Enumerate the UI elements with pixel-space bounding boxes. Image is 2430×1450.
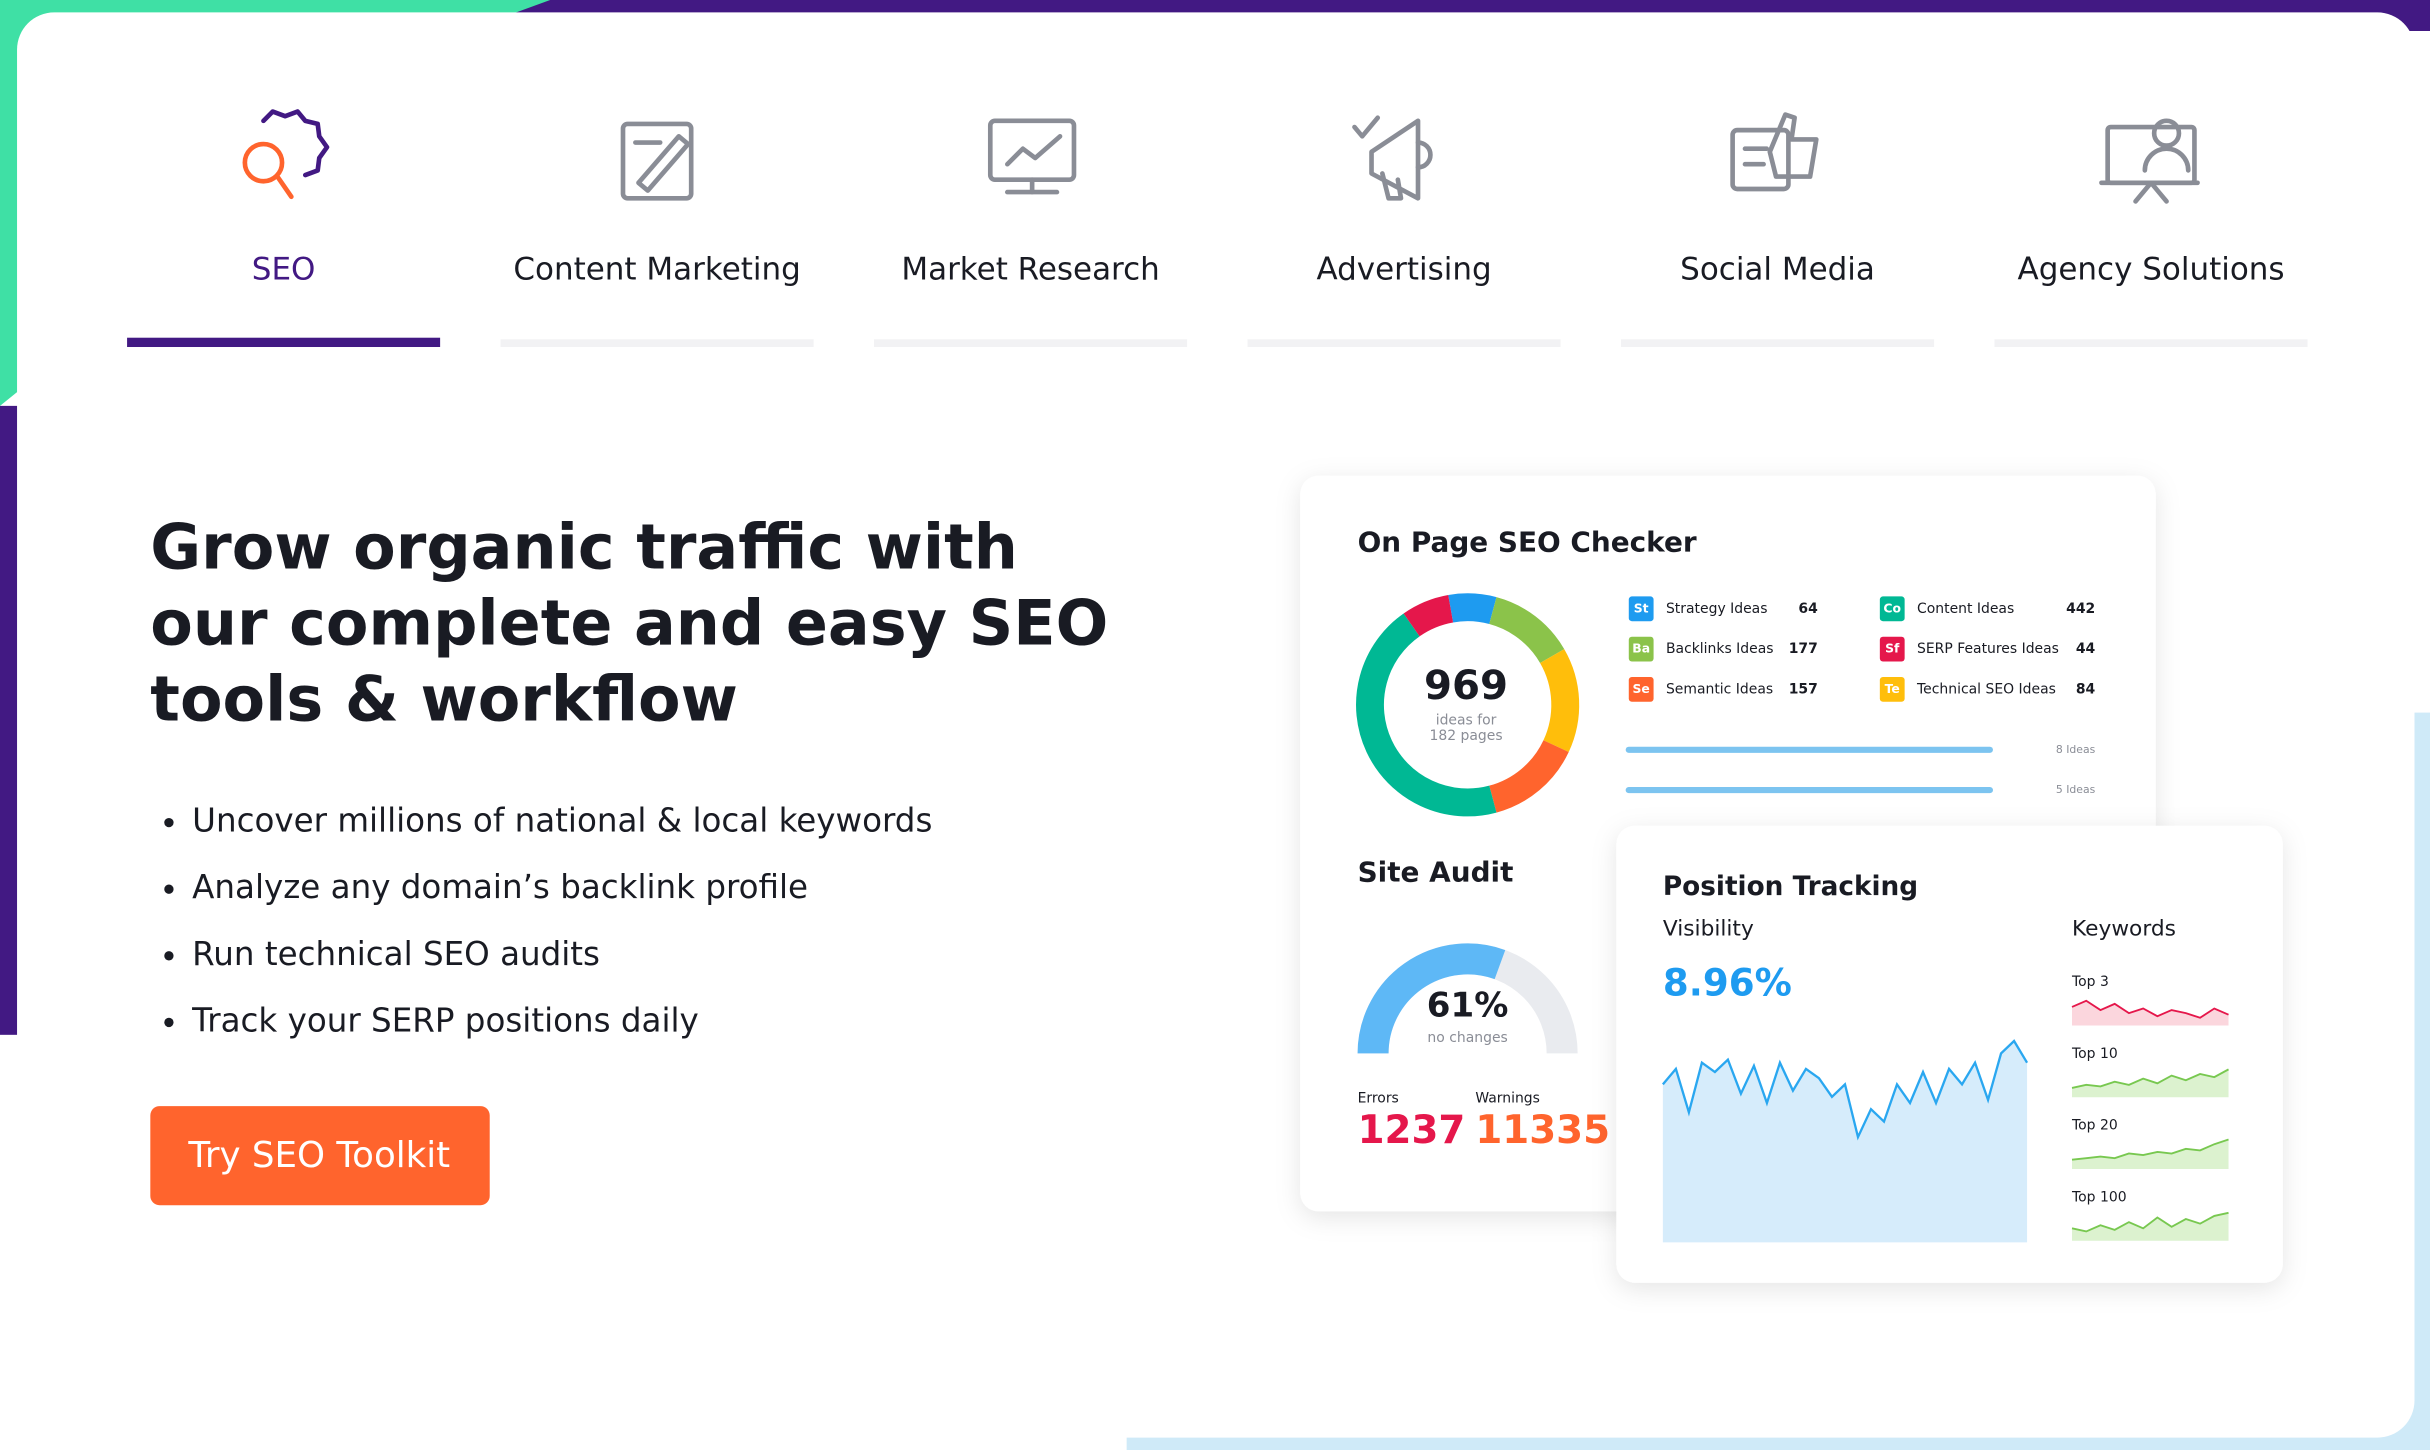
tab-label[interactable]: Advertising [1316, 252, 1491, 288]
idea-badge-text: Sf [1885, 641, 1900, 656]
keyword-sparkline [2071, 1138, 2229, 1161]
bullet-dot [164, 817, 174, 828]
hero-title: Grow organic traffic with [150, 511, 1018, 584]
tab-label[interactable]: SEO [252, 252, 316, 288]
idea-badge [1879, 676, 1905, 702]
bullet-text: Analyze any domain’s backlink profile [192, 868, 808, 906]
idea-label: SERP Features Ideas [1917, 641, 2059, 657]
idea-badge-text: St [1634, 600, 1649, 615]
tab-underline [127, 337, 441, 348]
keyword-label: Top 20 [2071, 1118, 2118, 1134]
tab-underline [1994, 339, 2308, 348]
idea-count: 177 [1789, 641, 1818, 657]
idea-label: Content Ideas [1917, 601, 2014, 617]
bullet-text: Uncover millions of national & local key… [192, 802, 932, 840]
donut-segment [1403, 595, 1454, 637]
visibility-line [1661, 1039, 2029, 1141]
idea-badge [1879, 636, 1905, 662]
idea-badge [1628, 596, 1654, 622]
keyword-sparkline-area [2072, 1069, 2229, 1098]
tab-underline [874, 339, 1188, 348]
idea-label: Strategy Ideas [1666, 601, 1768, 617]
keyword-sparkline [2071, 1211, 2229, 1233]
idea-badge [1628, 676, 1654, 702]
tab-label[interactable]: Social Media [1680, 252, 1875, 288]
tab-underline [500, 339, 814, 348]
idea-count: 44 [2076, 641, 2096, 657]
card-title: On Page SEO Checker [1358, 526, 1697, 559]
tab-label[interactable]: Agency Solutions [2018, 252, 2285, 288]
idea-badge-text: Ba [1632, 641, 1650, 656]
donut-caption: 182 pages [1429, 728, 1502, 744]
donut-caption: ideas for [1436, 712, 1497, 728]
donut-segment [1448, 593, 1497, 625]
visibility-area [1662, 1041, 2028, 1243]
keyword-label: Top 10 [2071, 1046, 2118, 1062]
idea-label: Backlinks Ideas [1666, 641, 1774, 657]
bullet-dot [164, 1017, 174, 1028]
bullet-dot [164, 951, 174, 961]
tab-label[interactable]: Content Marketing [513, 252, 800, 288]
idea-label: Semantic Ideas [1666, 681, 1773, 697]
stat-label: Errors [1358, 1090, 1399, 1106]
keyword-label: Top 3 [2071, 974, 2109, 990]
donut-segment [1488, 739, 1569, 813]
stat-value: 1237 [1358, 1108, 1466, 1153]
progress-label: 5 Ideas [2056, 783, 2096, 796]
donut-segment [1488, 597, 1565, 664]
bullet-dot [164, 884, 174, 894]
idea-badge-text: Se [1633, 681, 1650, 696]
idea-count: 442 [2066, 601, 2095, 617]
idea-count: 64 [1798, 601, 1818, 617]
cta-button[interactable] [150, 1106, 490, 1206]
tab-underline [1247, 339, 1561, 348]
cta-label[interactable]: Try SEO Toolkit [187, 1135, 450, 1176]
hero-title: our complete and easy SEO [150, 586, 1108, 659]
card-title: Position Tracking [1663, 872, 1918, 902]
stat-value: 11335 [1475, 1108, 1610, 1153]
tab-underline [1621, 339, 1935, 348]
keyword-sparkline-area [2072, 1212, 2229, 1241]
idea-badge [1628, 636, 1654, 662]
card-title: Site Audit [1358, 856, 1514, 889]
idea-count: 84 [2076, 681, 2096, 697]
card-label: Visibility [1663, 916, 1754, 941]
idea-count: 157 [1789, 681, 1818, 697]
idea-badge-text: Te [1885, 681, 1900, 696]
bullet-text: Run technical SEO audits [192, 935, 600, 973]
idea-badge [1879, 596, 1905, 622]
keyword-label: Top 100 [2071, 1189, 2127, 1205]
stat-label: Warnings [1475, 1090, 1540, 1106]
donut-segment [1356, 613, 1497, 817]
gauge-caption: no changes [1427, 1030, 1507, 1046]
idea-label: Technical SEO Ideas [1916, 681, 2056, 697]
keyword-sparkline [2071, 999, 2229, 1019]
gauge-percent: 61% [1427, 985, 1509, 1025]
tab-label[interactable]: Market Research [901, 252, 1159, 288]
gauge-fill [1357, 943, 1506, 1054]
donut-segment [1539, 649, 1580, 752]
visibility-value: 8.96% [1663, 961, 1792, 1005]
hero-title: tools & workflow [150, 662, 738, 735]
tab-icons [242, 109, 2200, 204]
donut-total: 969 [1424, 663, 1508, 709]
bullet-text: Track your SERP positions daily [191, 1001, 699, 1039]
card-label: Keywords [2072, 916, 2176, 941]
idea-badge-text: Co [1883, 600, 1901, 615]
progress-label: 8 Ideas [2056, 743, 2096, 756]
keyword-sparkline [2071, 1068, 2229, 1089]
